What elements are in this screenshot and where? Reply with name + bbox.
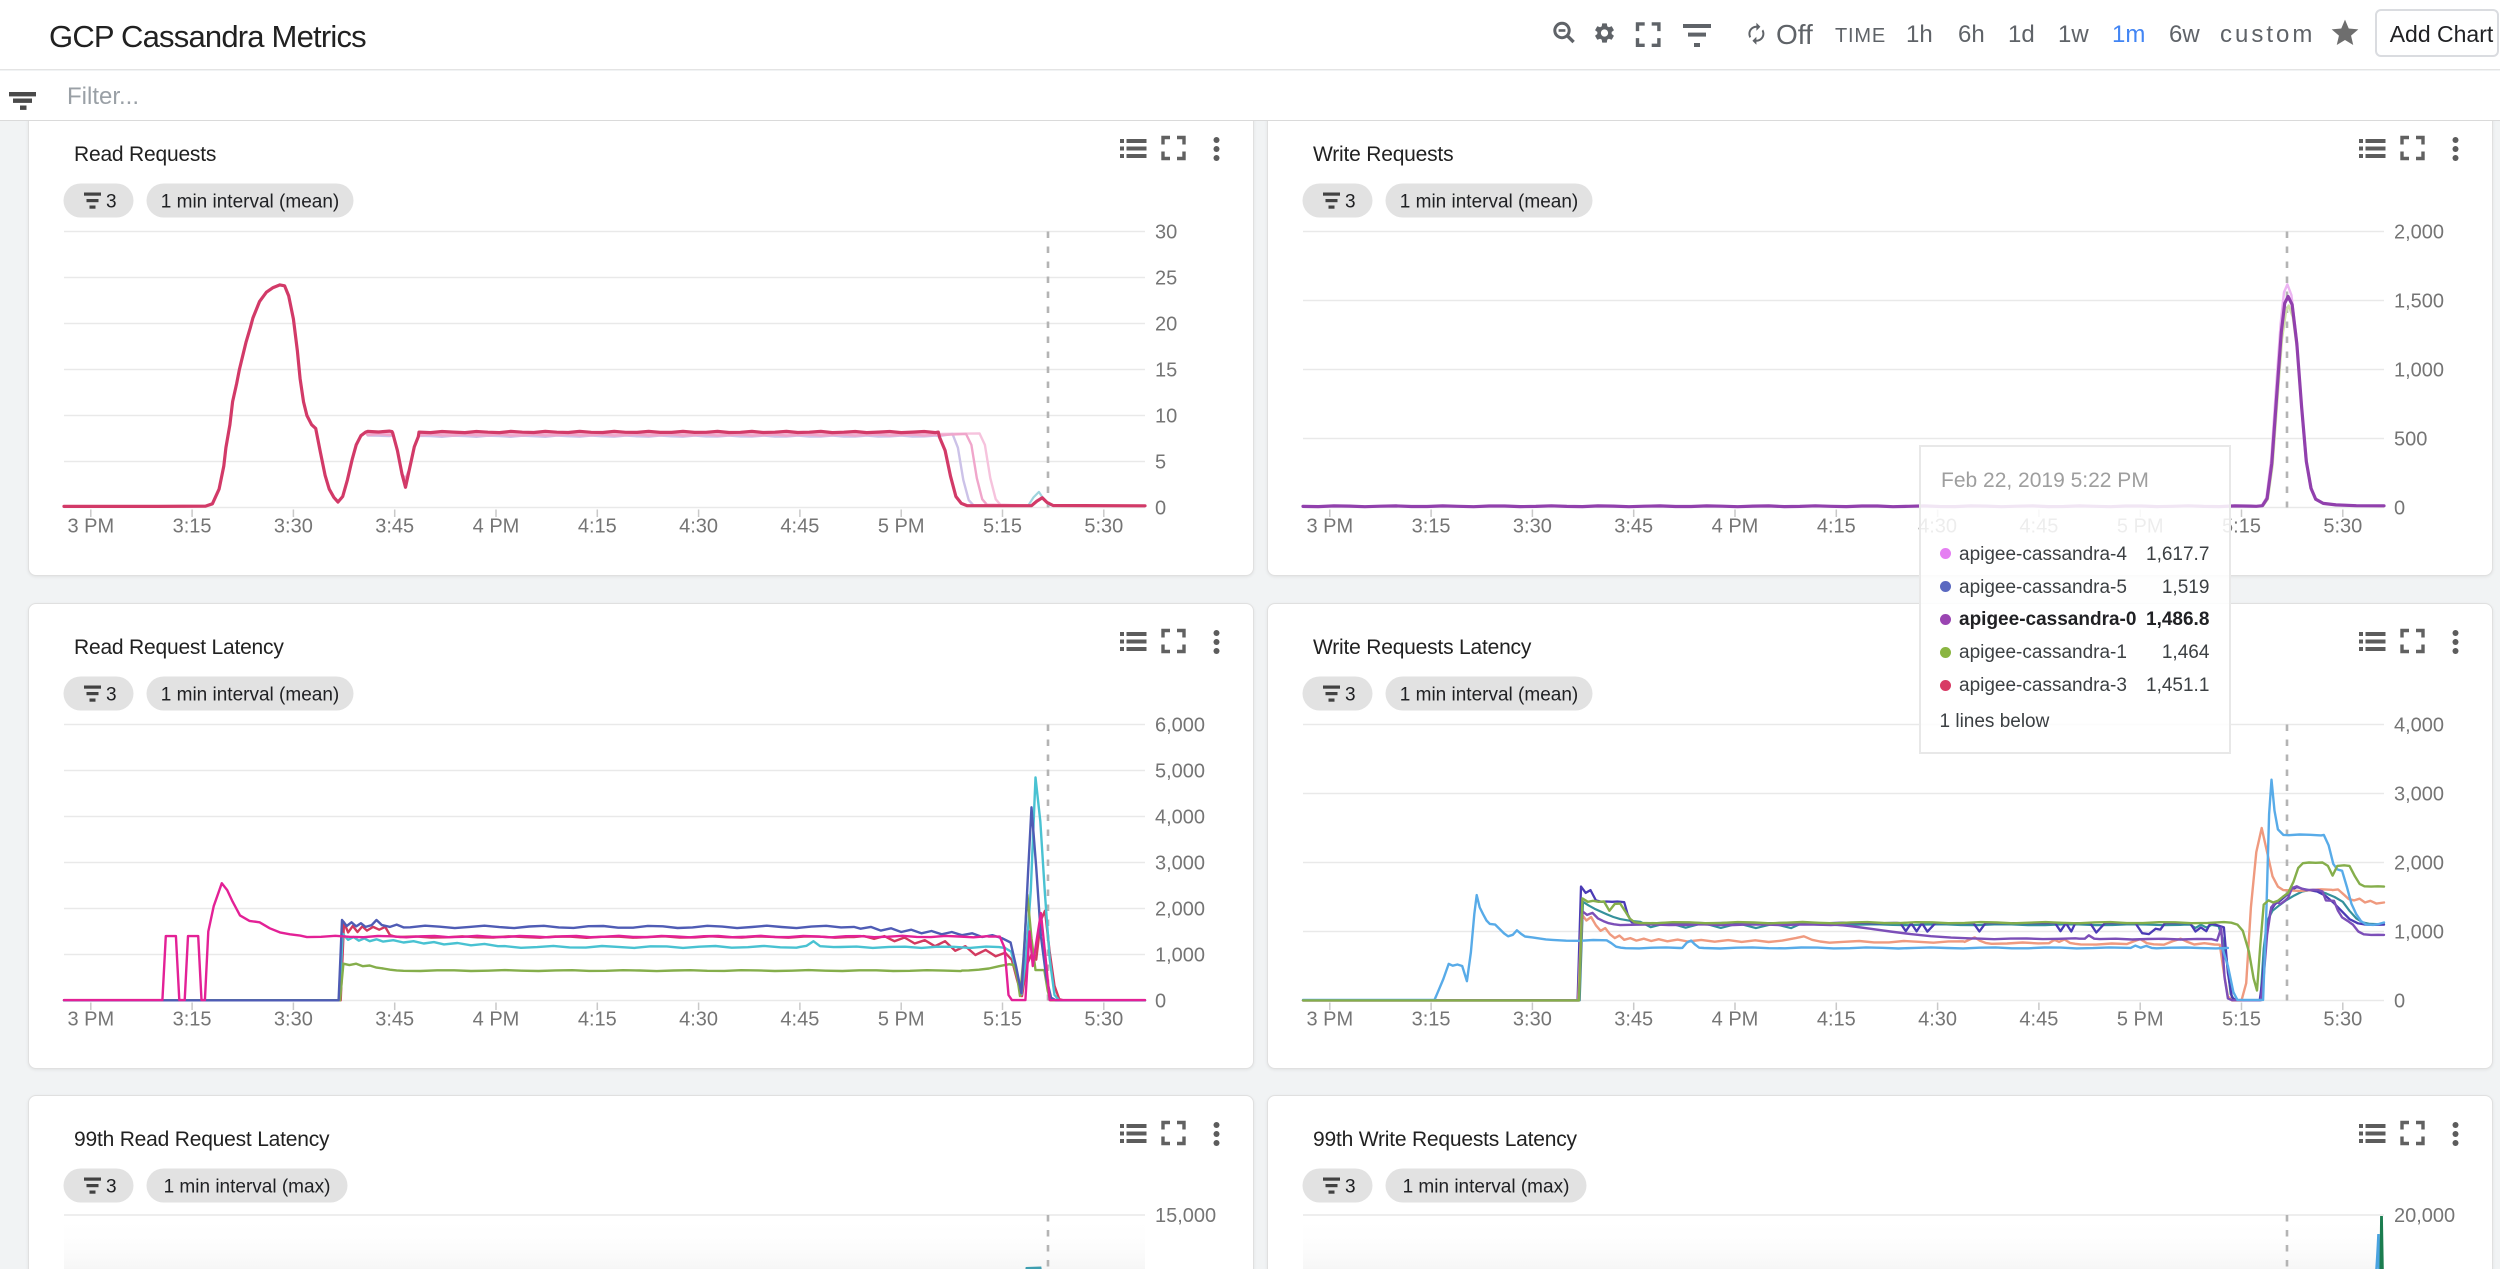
svg-text:3 PM: 3 PM [67,1008,114,1030]
svg-text:3,000: 3,000 [1155,852,1205,874]
svg-text:4:45: 4:45 [780,515,819,537]
svg-text:3:30: 3:30 [1513,515,1552,537]
svg-text:0: 0 [1155,990,1166,1012]
svg-text:4 PM: 4 PM [473,1008,520,1030]
svg-text:3:30: 3:30 [274,1008,313,1030]
svg-text:4:30: 4:30 [679,515,718,537]
svg-text:99th Read Request Latency: 99th Read Request Latency [74,1128,330,1151]
svg-text:30: 30 [1155,221,1177,243]
svg-text:2,000: 2,000 [1155,898,1205,920]
svg-text:25: 25 [1155,267,1177,289]
svg-text:1 min interval (max): 1 min interval (max) [164,1176,331,1197]
svg-text:1 min interval (mean): 1 min interval (mean) [1400,684,1578,705]
svg-text:3:45: 3:45 [1614,1008,1653,1030]
svg-text:4 PM: 4 PM [473,515,520,537]
svg-text:4:45: 4:45 [780,1008,819,1030]
svg-text:3: 3 [1345,1176,1356,1197]
svg-text:500: 500 [2394,428,2427,450]
svg-text:1 min interval (max): 1 min interval (max) [1403,1176,1570,1197]
svg-text:3: 3 [106,684,117,705]
svg-text:3 PM: 3 PM [67,515,114,537]
svg-text:3:45: 3:45 [1614,515,1653,537]
svg-text:5:15: 5:15 [983,515,1022,537]
svg-text:1,000: 1,000 [1155,944,1205,966]
svg-text:4:30: 4:30 [679,1008,718,1030]
svg-text:1 min interval (mean): 1 min interval (mean) [161,191,339,212]
svg-text:15,000: 15,000 [1155,1205,1216,1227]
svg-text:99th Write Requests Latency: 99th Write Requests Latency [1313,1128,1578,1151]
svg-text:5:15: 5:15 [983,1008,1022,1030]
svg-text:1,000: 1,000 [2394,921,2444,943]
svg-text:5:15: 5:15 [2222,515,2261,537]
svg-text:3: 3 [106,191,117,212]
svg-text:5: 5 [1155,451,1166,473]
svg-text:4:15: 4:15 [1817,1008,1856,1030]
svg-text:4:15: 4:15 [578,1008,617,1030]
svg-text:3: 3 [1345,684,1356,705]
svg-text:3: 3 [1345,191,1356,212]
svg-text:1 min interval (mean): 1 min interval (mean) [161,684,339,705]
svg-text:4:30: 4:30 [1918,1008,1957,1030]
svg-text:5 PM: 5 PM [878,515,925,537]
svg-text:0: 0 [1155,497,1166,519]
svg-text:Read Requests: Read Requests [74,143,216,166]
svg-text:3:15: 3:15 [1412,1008,1451,1030]
svg-text:Read Request Latency: Read Request Latency [74,636,284,659]
svg-text:5:30: 5:30 [1084,515,1123,537]
svg-text:2,000: 2,000 [2394,221,2444,243]
svg-text:3:45: 3:45 [375,1008,414,1030]
svg-text:3,000: 3,000 [2394,783,2444,805]
svg-text:4 PM: 4 PM [1712,515,1759,537]
svg-text:5:30: 5:30 [1084,1008,1123,1030]
svg-text:5:30: 5:30 [2323,1008,2362,1030]
svg-text:3: 3 [106,1176,117,1197]
svg-text:3 PM: 3 PM [1306,1008,1353,1030]
svg-text:3:15: 3:15 [173,515,212,537]
svg-text:1,500: 1,500 [2394,290,2444,312]
svg-text:4:45: 4:45 [2019,1008,2058,1030]
svg-text:5 PM: 5 PM [2117,1008,2164,1030]
svg-text:4 PM: 4 PM [1712,1008,1759,1030]
svg-text:3 PM: 3 PM [1306,515,1353,537]
svg-text:4,000: 4,000 [1155,806,1205,828]
svg-text:3:15: 3:15 [173,1008,212,1030]
svg-text:3:30: 3:30 [274,515,313,537]
svg-text:1,000: 1,000 [2394,359,2444,381]
svg-text:20: 20 [1155,313,1177,335]
svg-text:4:15: 4:15 [578,515,617,537]
svg-text:20,000: 20,000 [2394,1205,2455,1227]
svg-text:Write Requests: Write Requests [1313,143,1453,166]
svg-text:6,000: 6,000 [1155,714,1205,736]
svg-text:3:15: 3:15 [1412,515,1451,537]
svg-text:2,000: 2,000 [2394,852,2444,874]
svg-text:15: 15 [1155,359,1177,381]
svg-text:Write Requests Latency: Write Requests Latency [1313,636,1532,659]
svg-text:0: 0 [2394,990,2405,1012]
svg-text:5:30: 5:30 [2323,515,2362,537]
svg-text:5:15: 5:15 [2222,1008,2261,1030]
svg-text:5,000: 5,000 [1155,760,1205,782]
svg-text:0: 0 [2394,497,2405,519]
svg-text:10: 10 [1155,405,1177,427]
svg-text:4:15: 4:15 [1817,515,1856,537]
svg-text:4,000: 4,000 [2394,714,2444,736]
svg-text:1 min interval (mean): 1 min interval (mean) [1400,191,1578,212]
svg-text:5 PM: 5 PM [878,1008,925,1030]
svg-text:3:45: 3:45 [375,515,414,537]
svg-text:3:30: 3:30 [1513,1008,1552,1030]
